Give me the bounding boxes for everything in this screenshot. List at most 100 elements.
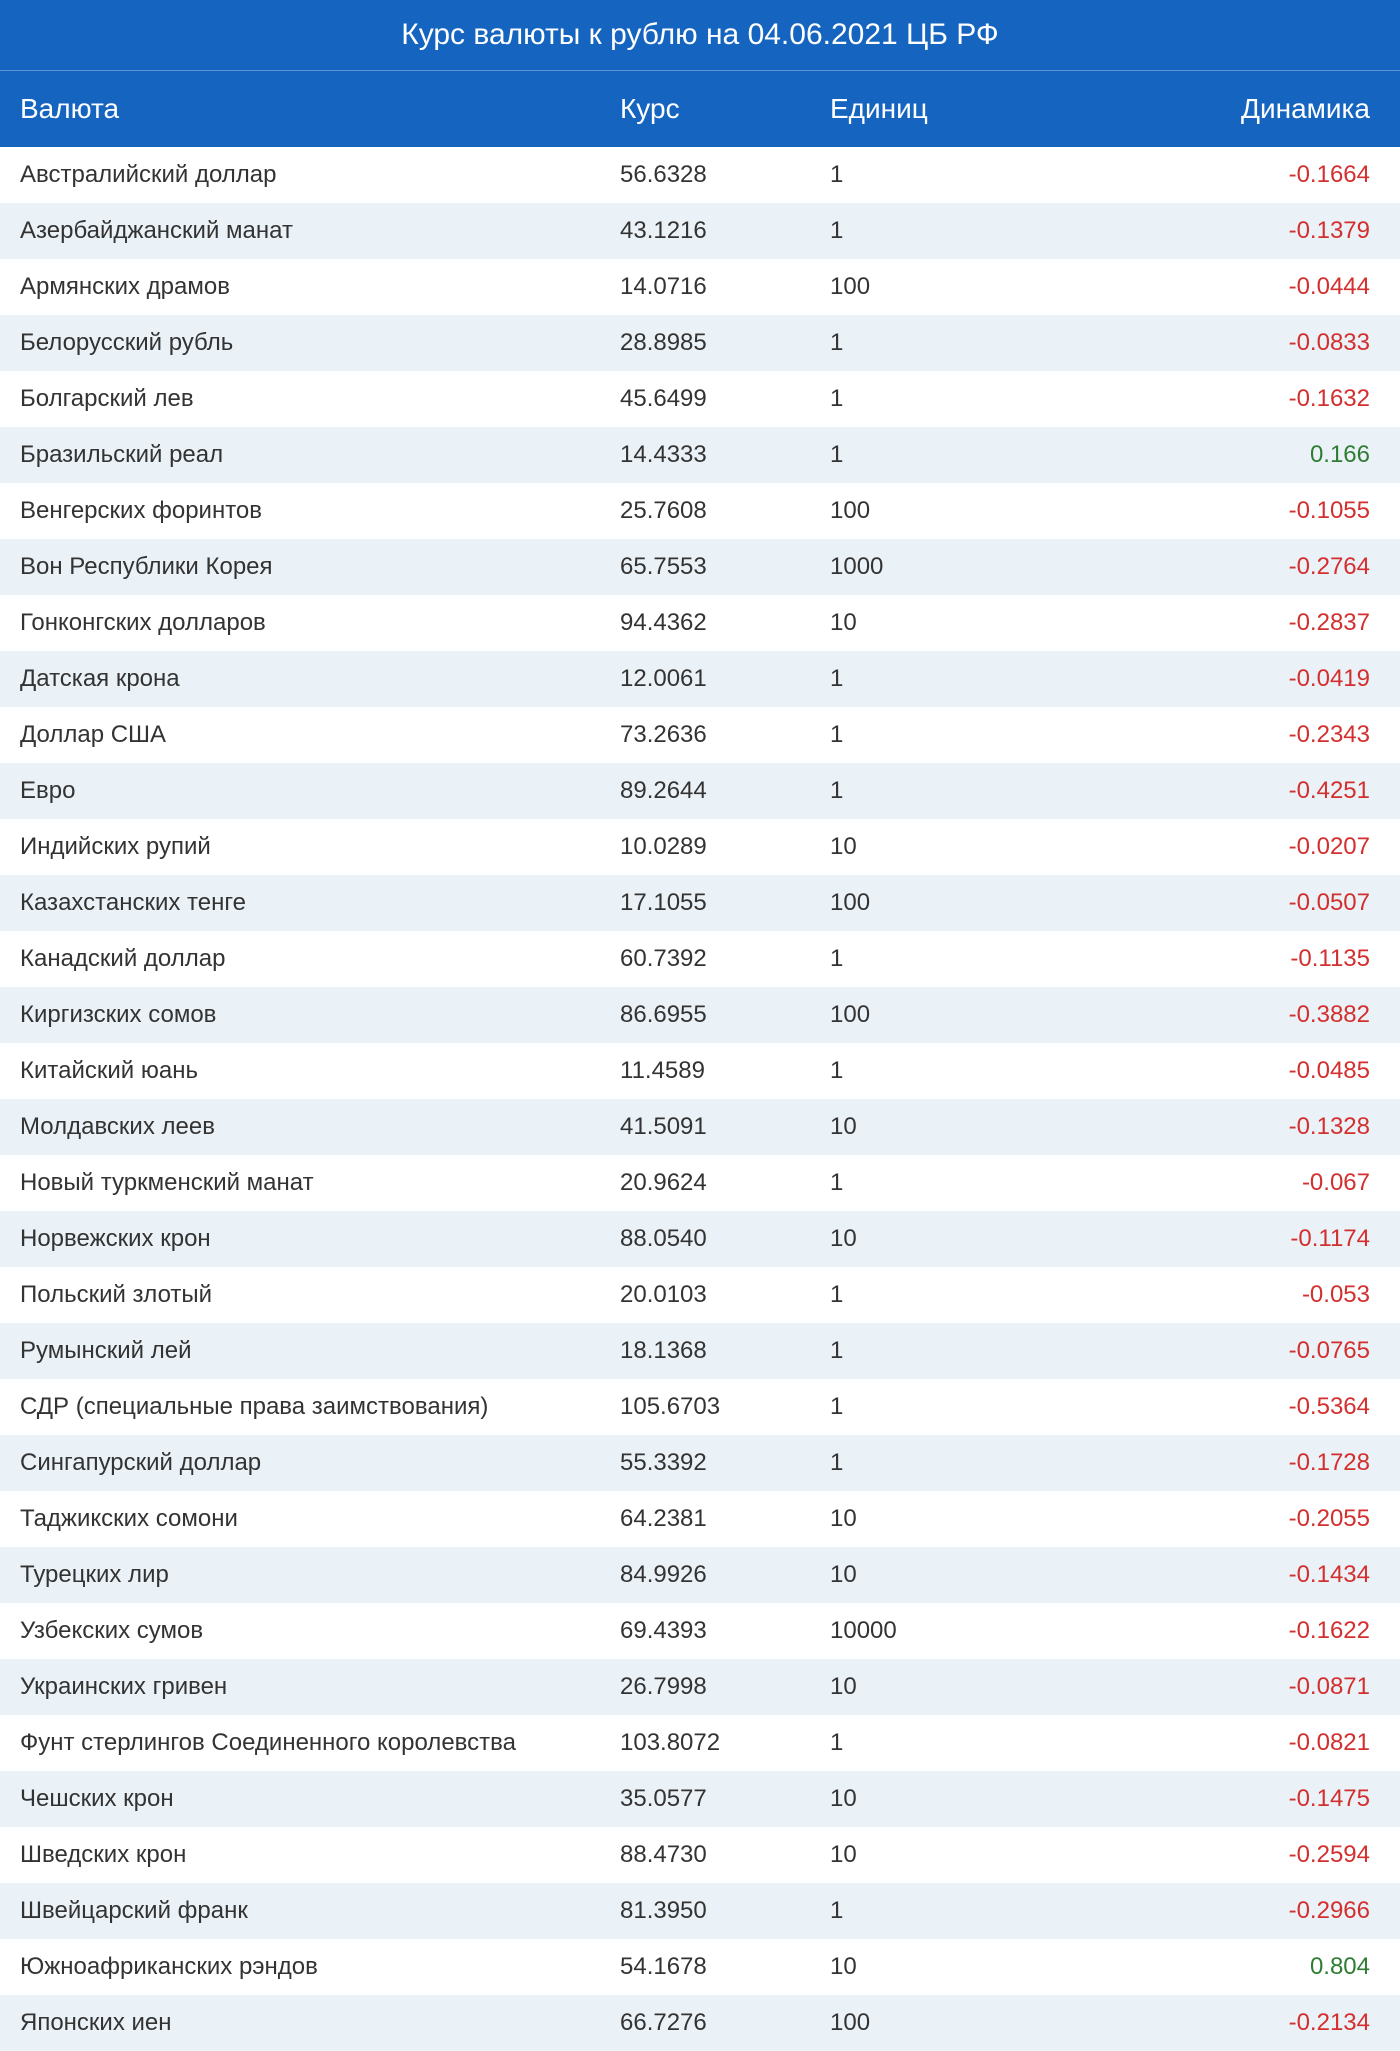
cell-units: 10 xyxy=(830,1953,1050,1981)
cell-dynamics: -0.1622 xyxy=(1050,1617,1400,1645)
cell-currency: Азербайджанский манат xyxy=(0,217,620,245)
cell-rate: 41.5091 xyxy=(620,1113,830,1141)
cell-rate: 55.3392 xyxy=(620,1449,830,1477)
cell-rate: 88.0540 xyxy=(620,1225,830,1253)
cell-rate: 69.4393 xyxy=(620,1617,830,1645)
cell-currency: Армянских драмов xyxy=(0,273,620,301)
cell-units: 1 xyxy=(830,161,1050,189)
cell-rate: 12.0061 xyxy=(620,665,830,693)
cell-units: 10 xyxy=(830,1561,1050,1589)
cell-dynamics: -0.1664 xyxy=(1050,161,1400,189)
table-body: Австралийский доллар56.63281-0.1664 Азерб… xyxy=(0,147,1400,2051)
cell-rate: 60.7392 xyxy=(620,945,830,973)
cell-rate: 25.7608 xyxy=(620,497,830,525)
column-header-currency: Валюта xyxy=(0,93,620,125)
cell-currency: Венгерских форинтов xyxy=(0,497,620,525)
table-row: Польский злотый20.01031-0.053 xyxy=(0,1267,1400,1323)
cell-rate: 45.6499 xyxy=(620,385,830,413)
cell-rate: 35.0577 xyxy=(620,1785,830,1813)
cell-units: 1 xyxy=(830,217,1050,245)
cell-rate: 14.0716 xyxy=(620,273,830,301)
cell-rate: 64.2381 xyxy=(620,1505,830,1533)
table-row: Шведских крон88.473010-0.2594 xyxy=(0,1827,1400,1883)
cell-dynamics: -0.2134 xyxy=(1050,2009,1400,2037)
cell-rate: 103.8072 xyxy=(620,1729,830,1757)
cell-rate: 105.6703 xyxy=(620,1393,830,1421)
cell-currency: Украинских гривен xyxy=(0,1673,620,1701)
cell-units: 100 xyxy=(830,497,1050,525)
cell-rate: 86.6955 xyxy=(620,1001,830,1029)
cell-rate: 89.2644 xyxy=(620,777,830,805)
cell-rate: 26.7998 xyxy=(620,1673,830,1701)
cell-units: 100 xyxy=(830,2009,1050,2037)
table-row: Чешских крон35.057710-0.1475 xyxy=(0,1771,1400,1827)
table-row: Армянских драмов14.0716100-0.0444 xyxy=(0,259,1400,315)
cell-units: 10 xyxy=(830,1113,1050,1141)
cell-dynamics: -0.0444 xyxy=(1050,273,1400,301)
cell-rate: 84.9926 xyxy=(620,1561,830,1589)
table-row: Канадский доллар60.73921-0.1135 xyxy=(0,931,1400,987)
table-row: Норвежских крон88.054010-0.1174 xyxy=(0,1211,1400,1267)
table-row: Киргизских сомов86.6955100-0.3882 xyxy=(0,987,1400,1043)
cell-currency: Сингапурский доллар xyxy=(0,1449,620,1477)
cell-currency: Румынский лей xyxy=(0,1337,620,1365)
table-row: Казахстанских тенге17.1055100-0.0507 xyxy=(0,875,1400,931)
cell-rate: 66.7276 xyxy=(620,2009,830,2037)
cell-rate: 17.1055 xyxy=(620,889,830,917)
cell-units: 1 xyxy=(830,1729,1050,1757)
cell-units: 1 xyxy=(830,665,1050,693)
table-row: Сингапурский доллар55.33921-0.1728 xyxy=(0,1435,1400,1491)
cell-currency: Гонконгских долларов xyxy=(0,609,620,637)
table-row: Новый туркменский манат20.96241-0.067 xyxy=(0,1155,1400,1211)
cell-dynamics: -0.2837 xyxy=(1050,609,1400,637)
cell-units: 1 xyxy=(830,1281,1050,1309)
cell-dynamics: -0.1328 xyxy=(1050,1113,1400,1141)
cell-dynamics: 0.166 xyxy=(1050,441,1400,469)
cell-currency: Шведских крон xyxy=(0,1841,620,1869)
cell-units: 1 xyxy=(830,441,1050,469)
cell-dynamics: -0.1434 xyxy=(1050,1561,1400,1589)
cell-units: 1 xyxy=(830,1393,1050,1421)
cell-currency: Швейцарский франк xyxy=(0,1897,620,1925)
cell-units: 10 xyxy=(830,833,1050,861)
cell-units: 10 xyxy=(830,609,1050,637)
table-row: Австралийский доллар56.63281-0.1664 xyxy=(0,147,1400,203)
cell-dynamics: -0.2594 xyxy=(1050,1841,1400,1869)
cell-units: 10 xyxy=(830,1673,1050,1701)
table-row: Румынский лей18.13681-0.0765 xyxy=(0,1323,1400,1379)
table-row: Украинских гривен26.799810-0.0871 xyxy=(0,1659,1400,1715)
table-row: Молдавских леев41.509110-0.1328 xyxy=(0,1099,1400,1155)
cell-rate: 81.3950 xyxy=(620,1897,830,1925)
cell-rate: 88.4730 xyxy=(620,1841,830,1869)
cell-currency: Молдавских леев xyxy=(0,1113,620,1141)
table-row: Японских иен66.7276100-0.2134 xyxy=(0,1995,1400,2051)
cell-rate: 54.1678 xyxy=(620,1953,830,1981)
cell-rate: 73.2636 xyxy=(620,721,830,749)
cell-currency: Новый туркменский манат xyxy=(0,1169,620,1197)
cell-currency: Вон Республики Корея xyxy=(0,553,620,581)
cell-units: 10 xyxy=(830,1505,1050,1533)
table-row: Вон Республики Корея65.75531000-0.2764 xyxy=(0,539,1400,595)
cell-dynamics: -0.0207 xyxy=(1050,833,1400,861)
cell-units: 10 xyxy=(830,1785,1050,1813)
cell-currency: Австралийский доллар xyxy=(0,161,620,189)
cell-units: 1 xyxy=(830,329,1050,357)
table-row: Швейцарский франк81.39501-0.2966 xyxy=(0,1883,1400,1939)
cell-dynamics: 0.804 xyxy=(1050,1953,1400,1981)
cell-currency: Доллар США xyxy=(0,721,620,749)
table-row: Гонконгских долларов94.436210-0.2837 xyxy=(0,595,1400,651)
cell-rate: 20.9624 xyxy=(620,1169,830,1197)
cell-dynamics: -0.0419 xyxy=(1050,665,1400,693)
cell-units: 1 xyxy=(830,721,1050,749)
cell-units: 10 xyxy=(830,1841,1050,1869)
cell-currency: Канадский доллар xyxy=(0,945,620,973)
cell-currency: Чешских крон xyxy=(0,1785,620,1813)
table-row: СДР (специальные права заимствования)105… xyxy=(0,1379,1400,1435)
cell-rate: 10.0289 xyxy=(620,833,830,861)
table-row: Таджикских сомони64.238110-0.2055 xyxy=(0,1491,1400,1547)
cell-currency: Узбекских сумов xyxy=(0,1617,620,1645)
cell-units: 100 xyxy=(830,1001,1050,1029)
cell-currency: Бразильский реал xyxy=(0,441,620,469)
cell-dynamics: -0.067 xyxy=(1050,1169,1400,1197)
table-row: Индийских рупий10.028910-0.0207 xyxy=(0,819,1400,875)
